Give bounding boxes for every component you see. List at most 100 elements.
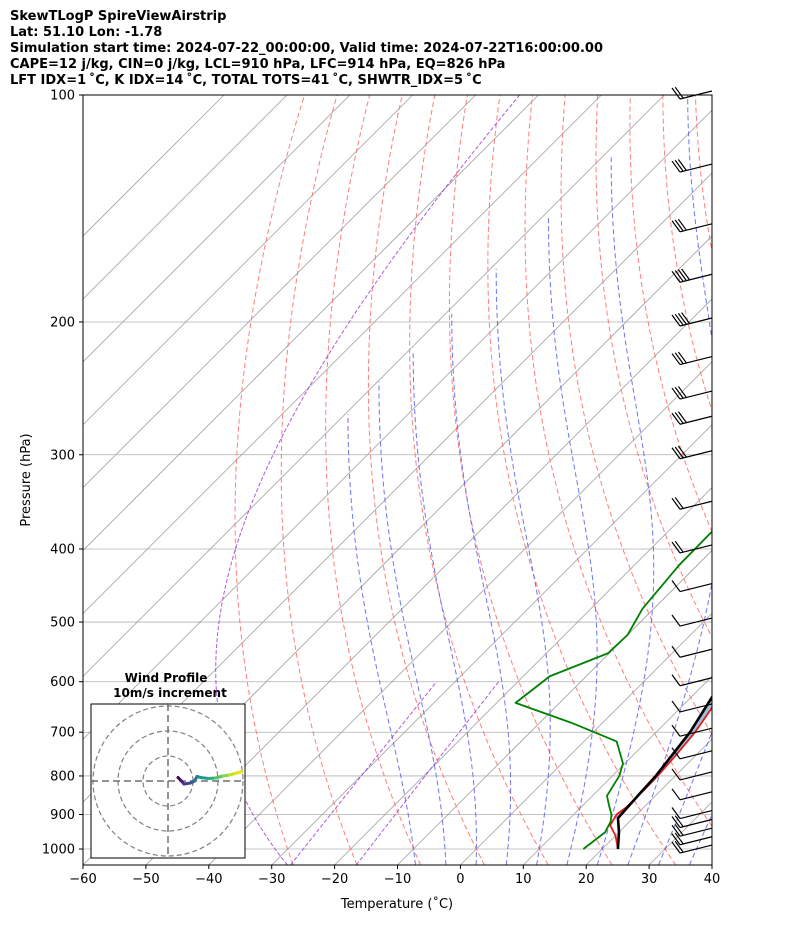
wind-barb-staff bbox=[679, 617, 713, 627]
moist-adiabat bbox=[548, 216, 598, 865]
y-tick-label: 500 bbox=[50, 616, 75, 631]
wind-barb bbox=[671, 159, 713, 173]
mixing-ratio-line bbox=[290, 681, 437, 865]
title-station: SkewTLogP SpireViewAirstrip bbox=[10, 9, 227, 24]
wind-barb-staff bbox=[679, 809, 713, 820]
wind-barb-flag bbox=[671, 833, 681, 846]
wind-barb-flag bbox=[671, 220, 681, 233]
wind-barb-flag bbox=[674, 313, 684, 326]
inset-title: Wind Profile bbox=[125, 671, 208, 685]
wind-barb-flag bbox=[674, 159, 684, 172]
parcel-profile-line bbox=[616, 694, 712, 850]
moist-adiabat bbox=[451, 313, 512, 865]
wind-barb-staff bbox=[679, 317, 713, 327]
wind-barb bbox=[671, 824, 713, 837]
wind-barb-staff bbox=[679, 163, 713, 173]
wind-barb bbox=[671, 580, 713, 593]
isotherm-line bbox=[83, 95, 351, 363]
wind-barb-flag bbox=[677, 445, 687, 458]
wind-barb-flag bbox=[671, 674, 681, 687]
y-tick-label: 200 bbox=[50, 315, 75, 330]
wind-barb bbox=[671, 700, 713, 713]
x-tick-label: −50 bbox=[132, 872, 159, 887]
wind-barb-staff bbox=[679, 791, 713, 801]
x-tick-label: −20 bbox=[321, 872, 348, 887]
wind-barb-staff bbox=[679, 750, 713, 760]
wind-barb bbox=[671, 840, 713, 854]
dry-adiabat bbox=[595, 95, 712, 639]
wind-barb-staff bbox=[679, 273, 713, 283]
profile-lines bbox=[514, 530, 712, 850]
wind-barb-staff bbox=[679, 703, 713, 713]
moist-adiabat bbox=[627, 95, 712, 865]
isotherm-line bbox=[271, 424, 712, 865]
wind-barb-flag bbox=[674, 497, 684, 509]
dry-adiabat bbox=[367, 95, 485, 865]
x-tick-label: −60 bbox=[69, 872, 96, 887]
wind-barb bbox=[671, 807, 713, 820]
isotherm-line bbox=[397, 549, 712, 865]
wind-barb bbox=[671, 832, 713, 846]
wind-barb-flag bbox=[671, 824, 681, 837]
wind-barb bbox=[671, 312, 713, 327]
isotherm-line bbox=[83, 95, 225, 237]
y-tick-label: 600 bbox=[50, 675, 75, 690]
wind-barb-staff bbox=[679, 827, 713, 837]
wind-barb-staff bbox=[679, 355, 713, 366]
isotherm-line bbox=[208, 361, 712, 865]
isotherm-line bbox=[145, 298, 712, 865]
isotherm-line bbox=[460, 612, 712, 865]
wind-barb-flag bbox=[674, 815, 684, 828]
moist-adiabat bbox=[658, 730, 712, 865]
mixing-ratio-lines bbox=[215, 95, 521, 865]
wind-barb-flag bbox=[671, 314, 681, 327]
wind-barb bbox=[671, 724, 713, 737]
wind-barb-flag bbox=[671, 645, 681, 658]
isotherm-line bbox=[83, 95, 476, 489]
wind-barb-flag bbox=[681, 268, 691, 281]
dry-adiabat bbox=[280, 95, 358, 865]
isotherm-lines bbox=[83, 95, 712, 865]
moist-adiabats bbox=[347, 95, 794, 865]
isotherm-line bbox=[83, 95, 288, 300]
inset-subtitle: 10m/s increment bbox=[113, 686, 227, 700]
dry-adiabat bbox=[234, 95, 305, 865]
isotherm-line bbox=[83, 95, 539, 552]
wind-barb-staff bbox=[679, 727, 713, 737]
dry-adiabat bbox=[409, 95, 549, 865]
wind-barb-flag bbox=[674, 270, 684, 282]
moist-adiabat bbox=[347, 414, 416, 865]
y-tick-label: 100 bbox=[50, 89, 75, 104]
x-tick-label: 0 bbox=[456, 872, 464, 887]
wind-barb-staff bbox=[679, 450, 713, 460]
wind-barb-staff bbox=[679, 500, 713, 510]
wind-barb-staff bbox=[679, 677, 713, 687]
wind-barb bbox=[671, 645, 713, 658]
wind-barb bbox=[671, 747, 713, 760]
isotherm-line bbox=[523, 675, 712, 865]
title-latlon: Lat: 51.10 Lon: -1.78 bbox=[10, 25, 163, 40]
dry-adiabat bbox=[728, 95, 794, 865]
wind-barb-flag bbox=[671, 412, 681, 425]
wind-barb bbox=[671, 351, 713, 366]
wind-barb-flag bbox=[674, 86, 684, 99]
mixing-ratio-line bbox=[355, 681, 500, 865]
wind-barb-flag bbox=[671, 807, 681, 819]
moist-adiabat bbox=[720, 95, 794, 865]
wind-barb-flag bbox=[671, 270, 681, 283]
wind-barb-flag bbox=[681, 312, 691, 324]
wind-barb-flag bbox=[674, 540, 684, 553]
isotherm-line bbox=[83, 95, 413, 426]
dry-adiabat bbox=[761, 95, 794, 865]
wind-barb-flag bbox=[674, 352, 684, 365]
isotherm-line bbox=[334, 487, 712, 865]
isotherm-line bbox=[711, 864, 712, 865]
y-tick-label: 700 bbox=[50, 726, 75, 741]
wind-barb bbox=[671, 768, 713, 781]
title-cape-indices: CAPE=12 j/kg, CIN=0 j/kg, LCL=910 hPa, L… bbox=[10, 57, 506, 72]
wind-barb-flag bbox=[671, 788, 681, 801]
dry-adiabat bbox=[524, 95, 712, 828]
wind-barb-flag bbox=[671, 580, 681, 592]
x-tick-label: 30 bbox=[641, 872, 658, 887]
isotherm-line bbox=[83, 95, 665, 677]
